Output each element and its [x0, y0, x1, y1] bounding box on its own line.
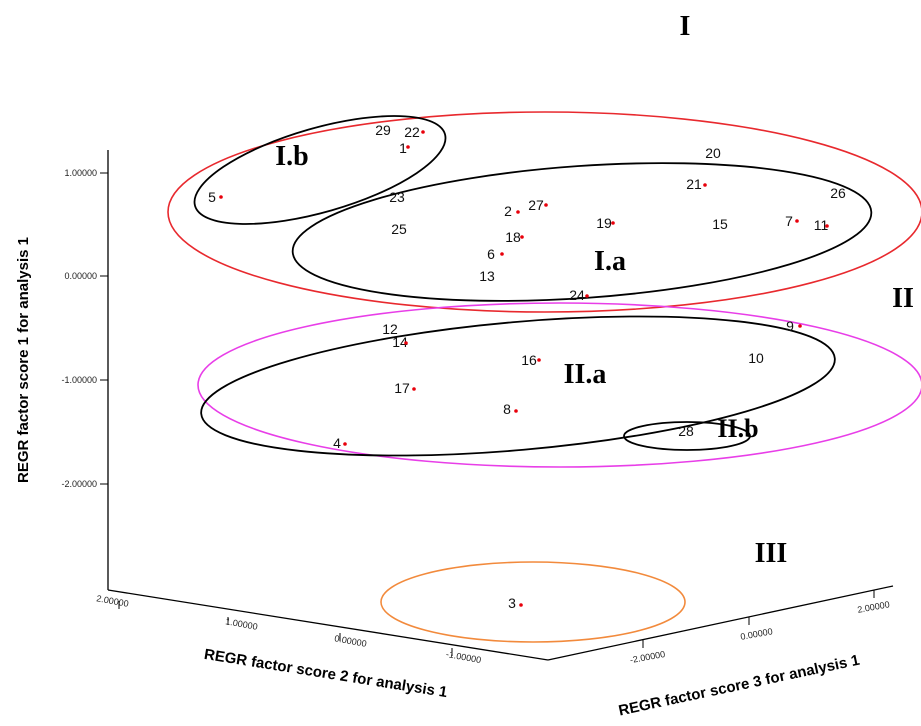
point-label-13: 13: [479, 268, 495, 284]
point-label-21: 21: [686, 176, 702, 192]
point-label-16: 16: [521, 352, 537, 368]
cluster-ellipse-i-a: [291, 162, 873, 302]
cluster-label-ii-b: II.b: [717, 414, 758, 443]
cluster-ellipse-ii-a: [200, 315, 836, 457]
data-point-17: [412, 387, 416, 391]
data-point-22: [421, 130, 425, 134]
data-point-27: [544, 203, 548, 207]
cluster-label-ii-a: II.a: [564, 359, 607, 390]
point-label-17: 17: [394, 380, 410, 396]
point-label-29: 29: [375, 122, 391, 138]
point-label-3: 3: [508, 595, 516, 611]
cluster-label-i-a: I.a: [594, 246, 626, 277]
point-label-23: 23: [389, 189, 405, 205]
cluster-label-ii: II: [892, 283, 914, 314]
data-point-11: [825, 224, 829, 228]
data-point-6: [500, 252, 504, 256]
cluster-label-iii: III: [755, 538, 788, 569]
point-label-19: 19: [596, 215, 612, 231]
data-point-4: [343, 442, 347, 446]
vertical-tick-label-2: -1.00000: [61, 375, 97, 385]
data-point-2: [516, 210, 520, 214]
left-depth-tick-label-1: 1.00000: [225, 616, 259, 631]
cluster-label-i-b: I.b: [275, 141, 308, 172]
left-depth-axis-line: [107, 589, 549, 661]
point-label-25: 25: [391, 221, 407, 237]
cluster-ellipse-i-b: [193, 115, 447, 225]
data-point-3: [519, 603, 523, 607]
data-point-18: [520, 235, 524, 239]
point-label-14: 14: [392, 334, 408, 350]
data-point-7: [795, 219, 799, 223]
point-label-5: 5: [208, 189, 216, 205]
point-label-18: 18: [505, 229, 521, 245]
data-point-19: [611, 221, 615, 225]
data-point-14: [404, 341, 408, 345]
point-label-1: 1: [399, 140, 407, 156]
point-label-4: 4: [333, 435, 341, 451]
right-depth-axis-line: [547, 585, 894, 661]
data-point-16: [537, 358, 541, 362]
data-point-5: [219, 195, 223, 199]
cluster-ellipse-ii: [197, 302, 921, 468]
point-label-27: 27: [528, 197, 544, 213]
cluster-ellipse-ii-b: [623, 421, 751, 451]
right-depth-tick-label-1: 0.00000: [740, 626, 774, 641]
axis-titles: REGR factor score 1 for analysis 1 REGR …: [15, 237, 861, 719]
vertical-tick-label-1: 0.00000: [64, 271, 97, 281]
point-label-11: 11: [814, 217, 829, 233]
cluster-ellipses: [167, 111, 921, 643]
cluster-ellipse-i: [167, 111, 921, 313]
point-label-6: 6: [487, 246, 495, 262]
point-label-24: 24: [569, 287, 585, 303]
left-depth-tick-label-3: -1.00000: [445, 649, 482, 665]
vertical-tick-label-3: -2.00000: [61, 479, 97, 489]
axes: [107, 150, 894, 661]
data-points: 1234567891011121314151617181920212223242…: [208, 122, 846, 611]
data-point-21: [703, 183, 707, 187]
vertical-axis-title: REGR factor score 1 for analysis 1: [15, 237, 32, 483]
left-depth-tick-label-2: 0.00000: [334, 633, 368, 648]
data-point-1: [406, 145, 410, 149]
left-depth-axis-title: REGR factor score 2 for analysis 1: [203, 646, 449, 701]
point-label-9: 9: [786, 318, 794, 334]
data-point-8: [514, 409, 518, 413]
right-depth-axis-title: REGR factor score 3 for analysis 1: [617, 652, 861, 720]
point-label-8: 8: [503, 401, 511, 417]
point-label-12: 12: [382, 321, 398, 337]
point-label-10: 10: [748, 350, 764, 366]
right-depth-tick-label-2: 2.00000: [857, 599, 891, 614]
cluster-label-i: I: [680, 11, 691, 42]
point-label-26: 26: [830, 185, 846, 201]
right-depth-tick-label-0: -2.00000: [629, 649, 666, 665]
vertical-tick-label-0: 1.00000: [64, 168, 97, 178]
left-depth-tick-label-0: 2.00000: [96, 593, 130, 608]
data-point-9: [798, 324, 802, 328]
cluster-ellipse-iii: [380, 561, 686, 643]
point-label-7: 7: [785, 213, 793, 229]
point-label-22: 22: [404, 124, 420, 140]
point-label-2: 2: [504, 203, 512, 219]
point-label-20: 20: [705, 145, 721, 161]
point-label-28: 28: [678, 423, 694, 439]
data-point-24: [585, 294, 589, 298]
point-label-15: 15: [712, 216, 728, 232]
